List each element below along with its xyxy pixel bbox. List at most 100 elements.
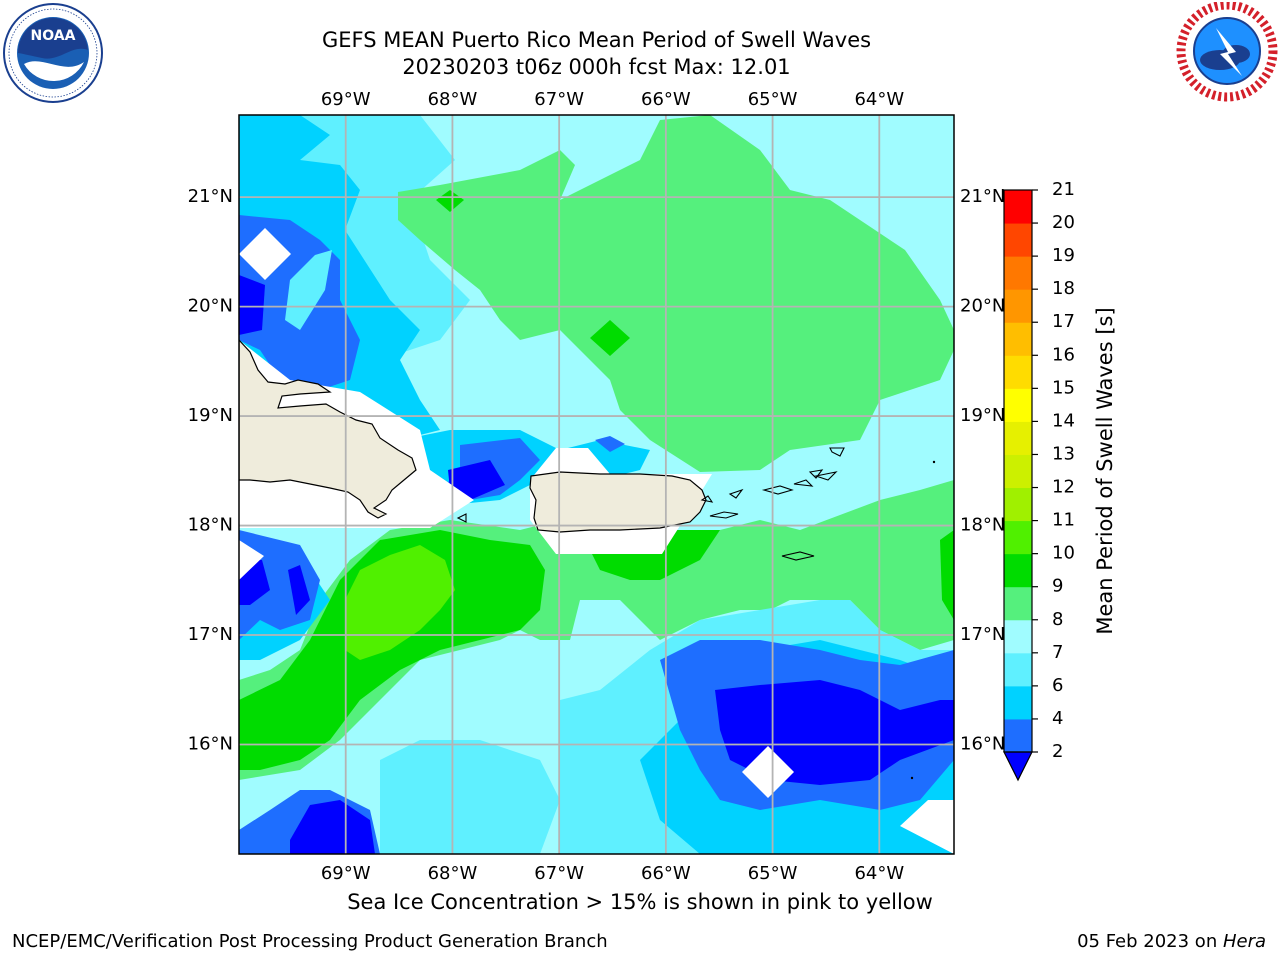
islet bbox=[910, 776, 914, 780]
colorbar-label: Mean Period of Swell Waves [s] bbox=[1093, 307, 1117, 634]
y-tick-label-right: 19°N bbox=[960, 405, 1005, 426]
colorbar-tick-label: 13 bbox=[1052, 443, 1075, 464]
y-tick-label-left: 17°N bbox=[188, 624, 233, 645]
y-tick-label-right: 18°N bbox=[960, 515, 1005, 536]
x-tick-label-bottom: 67°W bbox=[534, 863, 584, 884]
x-tick-label-top: 67°W bbox=[534, 89, 584, 110]
swell-field-11-12-sw bbox=[345, 545, 455, 660]
noaa-logo-icon: NOAA bbox=[3, 3, 103, 103]
swell-field-under-2-sw-bottom bbox=[290, 800, 375, 854]
x-ticks-top: 69°W 68°W 67°W 66°W 65°W 64°W bbox=[321, 89, 904, 110]
y-ticks-right: 21°N 20°N 19°N 18°N 17°N 16°N bbox=[960, 186, 1005, 754]
colorbar-segment bbox=[1004, 256, 1032, 290]
colorbar-tick-label: 7 bbox=[1052, 642, 1063, 663]
sea-ice-note: Sea Ice Concentration > 15% is shown in … bbox=[347, 890, 933, 914]
x-tick-label-top: 64°W bbox=[854, 89, 904, 110]
map-frame bbox=[238, 114, 955, 855]
masked-cell bbox=[239, 540, 264, 580]
colorbar-segment bbox=[1004, 421, 1032, 455]
swell-field-10-11-sw bbox=[239, 530, 545, 770]
colorbar-tick-label: 21 bbox=[1052, 179, 1075, 200]
x-tick-label-bottom: 65°W bbox=[748, 863, 798, 884]
swell-field-9-10-north bbox=[398, 115, 954, 472]
y-tick-label-right: 16°N bbox=[960, 734, 1005, 755]
colorbar-ticks: 2 4 6 7 8 9 10 11 12 13 14 15 16 17 18 19 20 21 bbox=[1032, 179, 1075, 762]
map-plot bbox=[239, 115, 954, 854]
colorbar-segment bbox=[1004, 685, 1032, 720]
colorbar-segment bbox=[1004, 553, 1032, 588]
colorbar-under-triangle bbox=[1003, 751, 1033, 782]
colorbar-segment bbox=[1004, 355, 1032, 389]
colorbar-segment bbox=[1004, 223, 1032, 257]
colorbar-segment bbox=[1004, 586, 1032, 621]
colorbar-segment bbox=[1004, 520, 1032, 555]
colorbar-tick-label: 17 bbox=[1052, 311, 1075, 332]
footer-date-text: 05 Feb 2023 on bbox=[1077, 931, 1223, 952]
colorbar-segment bbox=[1004, 619, 1032, 654]
masked-cell bbox=[239, 228, 291, 280]
gridlines bbox=[239, 115, 954, 854]
swell-field-7-8-bottom bbox=[380, 740, 560, 854]
colorbar-tick-label: 19 bbox=[1052, 245, 1075, 266]
colorbar-tick-label: 6 bbox=[1052, 675, 1063, 696]
footer-credit: NCEP/EMC/Verification Post Processing Pr… bbox=[12, 931, 608, 952]
colorbar-tick-label: 4 bbox=[1052, 708, 1063, 729]
colorbar-segment bbox=[1004, 289, 1032, 323]
swell-field-2-4-nw-inner bbox=[285, 250, 332, 330]
noaa-logo-text: NOAA bbox=[31, 28, 76, 44]
y-tick-label-right: 17°N bbox=[960, 624, 1005, 645]
x-tick-label-bottom: 69°W bbox=[321, 863, 371, 884]
y-tick-label-right: 21°N bbox=[960, 186, 1005, 207]
y-tick-label-left: 21°N bbox=[188, 186, 233, 207]
x-ticks-bottom: 69°W 68°W 67°W 66°W 65°W 64°W bbox=[321, 863, 904, 884]
swell-field-10-11-spot bbox=[436, 190, 464, 212]
colorbar-segment bbox=[1004, 718, 1032, 753]
footer-date: 05 Feb 2023 on Hera bbox=[1077, 931, 1266, 952]
y-tick-label-left: 18°N bbox=[188, 515, 233, 536]
puerto-rico-land bbox=[529, 471, 707, 533]
colorbar-tick-label: 10 bbox=[1052, 543, 1075, 564]
nws-logo-icon bbox=[1176, 2, 1278, 102]
colorbar-tick-label: 12 bbox=[1052, 477, 1075, 498]
x-tick-label-bottom: 66°W bbox=[641, 863, 691, 884]
colorbar-tick-label: 11 bbox=[1052, 510, 1075, 531]
colorbar-tick-label: 2 bbox=[1052, 741, 1063, 762]
colorbar-tick-label: 16 bbox=[1052, 344, 1075, 365]
colorbar-tick-label: 9 bbox=[1052, 576, 1063, 597]
swell-field-under-2-sw-edge2 bbox=[288, 565, 310, 615]
y-ticks-left: 21°N 20°N 19°N 18°N 17°N 16°N bbox=[188, 186, 233, 754]
y-tick-label-left: 20°N bbox=[188, 296, 233, 317]
chart-title: GEFS MEAN Puerto Rico Mean Period of Swe… bbox=[321, 28, 872, 52]
colorbar-segment bbox=[1004, 487, 1032, 522]
colorbar-segment bbox=[1004, 454, 1032, 489]
colorbar-tick-label: 15 bbox=[1052, 377, 1075, 398]
virgin-islands bbox=[456, 447, 845, 561]
colorbar-tick-label: 14 bbox=[1052, 410, 1075, 431]
x-tick-label-top: 68°W bbox=[428, 89, 478, 110]
swell-field-10-11-east2 bbox=[940, 530, 954, 620]
x-tick-label-bottom: 68°W bbox=[428, 863, 478, 884]
colorbar-segment bbox=[1004, 652, 1032, 687]
colorbar-segment bbox=[1004, 322, 1032, 356]
hispaniola-land bbox=[239, 339, 417, 519]
x-tick-label-bottom: 64°W bbox=[854, 863, 904, 884]
y-tick-label-right: 20°N bbox=[960, 296, 1005, 317]
swell-field-under-2-mid bbox=[448, 460, 505, 500]
swell-field-10-11-spot bbox=[590, 320, 630, 356]
masked-cell bbox=[900, 800, 954, 854]
masked-cell bbox=[742, 746, 794, 798]
x-tick-label-top: 66°W bbox=[641, 89, 691, 110]
colorbar-tick-label: 18 bbox=[1052, 278, 1075, 299]
chart-subtitle: 20230203 t06z 000h fcst Max: 12.01 bbox=[402, 55, 791, 79]
swell-field-under-2-nw bbox=[239, 275, 265, 335]
colorbar-segment bbox=[1004, 388, 1032, 422]
islet bbox=[932, 460, 936, 464]
colorbar-tick-label: 20 bbox=[1052, 212, 1075, 233]
swell-field-2-4-spot bbox=[595, 436, 625, 452]
y-tick-label-left: 19°N bbox=[188, 405, 233, 426]
footer-host: Hera bbox=[1222, 931, 1266, 952]
colorbar bbox=[1003, 189, 1033, 782]
colorbar-segment bbox=[1004, 190, 1032, 224]
x-tick-label-top: 65°W bbox=[748, 89, 798, 110]
